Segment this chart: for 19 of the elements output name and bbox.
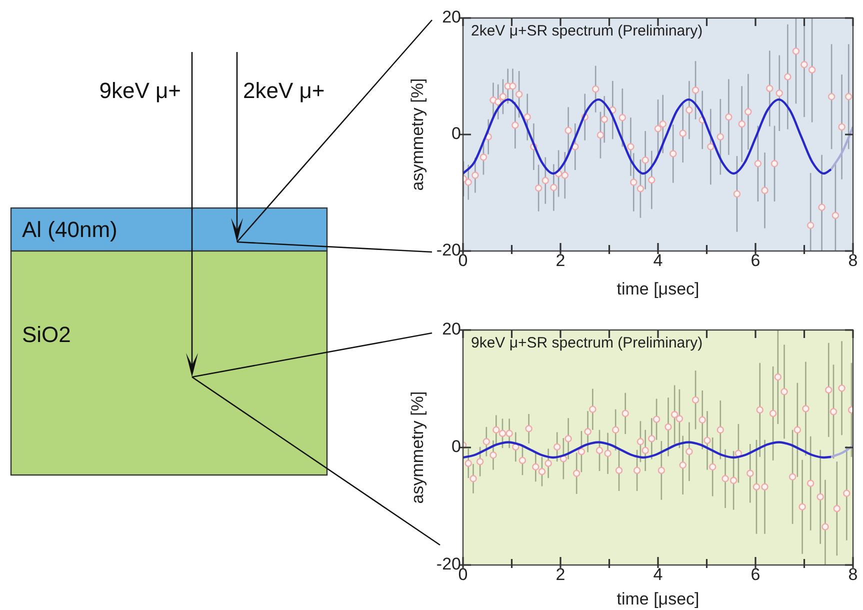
y-tick-label: 0 (452, 437, 461, 456)
x-axis-title: time [μsec] (616, 589, 700, 608)
x-tick-label: 4 (653, 564, 663, 584)
x-tick-label: 8 (848, 564, 858, 584)
x-tick-label: 4 (653, 250, 663, 270)
x-tick-label: 2 (556, 564, 566, 584)
y-tick-label: 0 (452, 124, 461, 144)
text: Al (40nm) (22, 217, 118, 242)
x-tick-label: 2 (556, 250, 566, 270)
x-tick-label: 6 (750, 564, 760, 584)
x-axis-title: time [μsec] (616, 279, 700, 298)
x-tick-label: 6 (750, 250, 760, 270)
text: SiO2 (22, 322, 71, 347)
x-tick-label: 8 (848, 250, 858, 270)
chart-title: 2keV μ+SR spectrum (Preliminary) (471, 22, 703, 40)
y-tick-label: 20 (442, 8, 461, 27)
y-tick-label: 20 (442, 320, 461, 339)
text: 9keV μ+ (99, 78, 181, 103)
chart-title: 9keV μ+SR spectrum (Preliminary) (471, 334, 703, 352)
